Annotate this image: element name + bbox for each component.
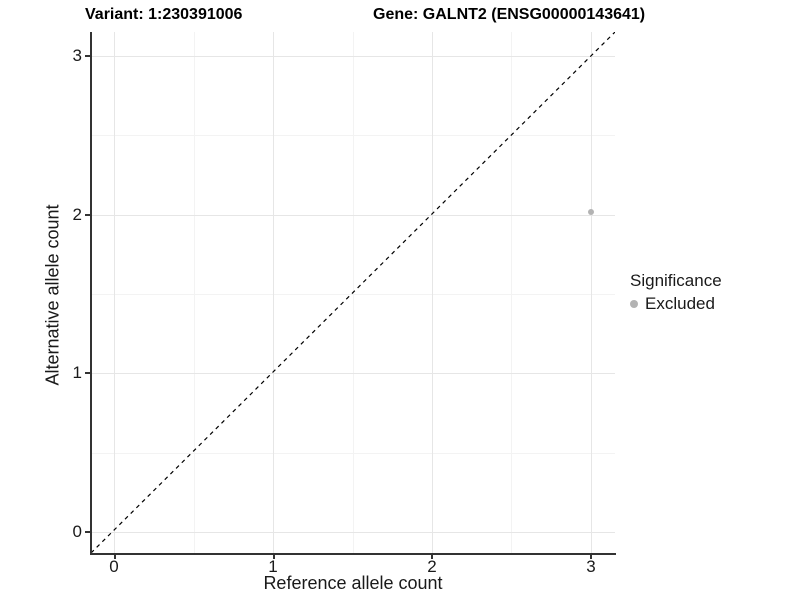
legend-item-label: Excluded	[645, 294, 715, 313]
legend: Significance Excluded	[630, 271, 722, 314]
y-tickmark	[85, 214, 90, 216]
x-tickmark	[590, 554, 592, 559]
variant-title: Variant: 1:230391006	[85, 6, 243, 23]
gridline-major	[114, 32, 115, 553]
gridline-minor	[91, 294, 615, 295]
data-point-excluded	[588, 209, 594, 215]
x-tick-label-2: 2	[427, 557, 437, 576]
legend-dot-icon	[630, 300, 638, 308]
gridline-major	[91, 532, 615, 533]
y-tickmark	[85, 55, 90, 57]
gene-title: Gene: GALNT2 (ENSG00000143641)	[373, 6, 646, 23]
x-axis-title: Reference allele count	[263, 573, 443, 593]
gridline-minor	[511, 32, 512, 553]
x-axis-line	[90, 553, 616, 555]
gridline-minor	[91, 135, 615, 136]
y-axis-line	[90, 32, 92, 554]
x-tick-label-0: 0	[109, 557, 119, 576]
y-tick-label-3: 3	[72, 46, 82, 65]
x-tickmark	[273, 554, 275, 559]
plot-panel	[91, 32, 615, 553]
x-tickmark	[114, 554, 116, 559]
x-tickmark	[431, 554, 433, 559]
gridline-minor	[91, 453, 615, 454]
x-tick-label-1: 1	[268, 557, 278, 576]
gridline-major	[591, 32, 592, 553]
gridline-major	[91, 373, 615, 374]
y-tick-label-2: 2	[72, 205, 82, 224]
y-tick-label-1: 1	[72, 363, 82, 382]
y-tickmark	[85, 531, 90, 533]
gridline-minor	[194, 32, 195, 553]
y-axis-title: Alternative allele count	[42, 204, 63, 386]
identity-dashed-line	[91, 32, 615, 553]
legend-item-excluded: Excluded	[630, 294, 722, 314]
y-tick-label-0: 0	[72, 522, 82, 541]
gridline-major	[91, 215, 615, 216]
gridline-major	[273, 32, 274, 553]
x-tick-label-3: 3	[586, 557, 596, 576]
legend-title: Significance	[630, 271, 722, 290]
y-tickmark	[85, 372, 90, 374]
gridline-major	[91, 56, 615, 57]
gridline-major	[432, 32, 433, 553]
